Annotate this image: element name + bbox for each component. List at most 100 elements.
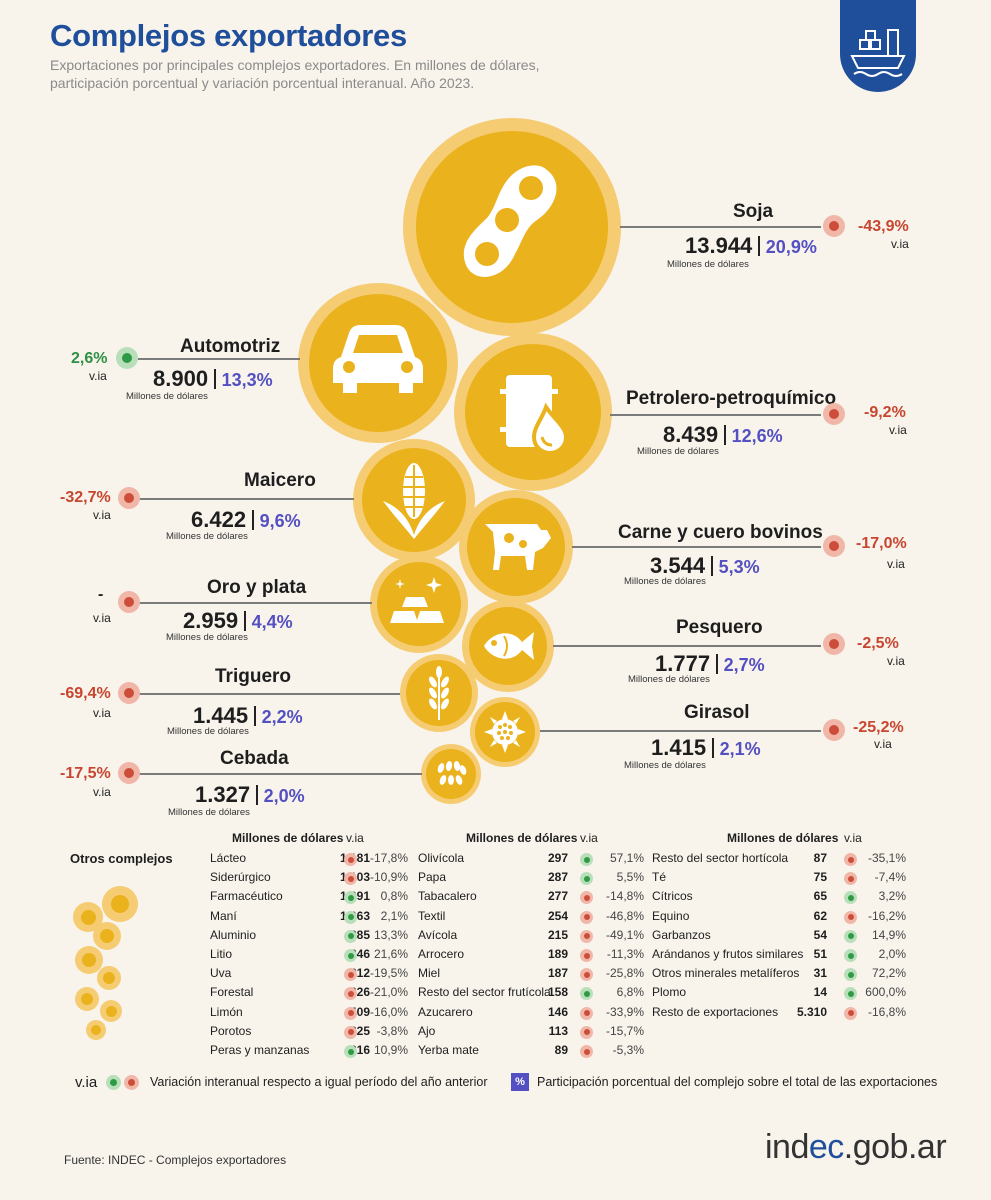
wheat-icon <box>429 666 449 720</box>
table-row: Olivícola 297 57,1% <box>418 851 678 870</box>
complex-value: 8.900 13,3% <box>153 366 273 391</box>
car-circle <box>298 283 458 443</box>
trend-dot <box>580 1045 593 1058</box>
cebada-connector <box>138 773 422 775</box>
row-via: 14,9% <box>871 927 906 942</box>
row-value: 87 <box>813 851 827 865</box>
row-name: Equino <box>652 908 690 923</box>
trend-dot <box>344 968 357 982</box>
complex-name: Oro y plata <box>207 577 307 598</box>
row-name: Miel <box>418 966 441 981</box>
complex-value: 13.944 20,9% <box>685 233 817 258</box>
soja-connector <box>620 226 821 228</box>
row-via: 21,6% <box>373 947 408 961</box>
table-row: Textil 254 -46,8% <box>418 909 678 928</box>
row-value: 215 <box>547 927 568 942</box>
legend-pct-text: Participación porcentual del complejo so… <box>537 1075 938 1089</box>
row-via: 13,3% <box>373 927 408 942</box>
row-via: -16,8% <box>867 1004 906 1019</box>
complex-value: 1.445 2,2% <box>193 703 303 728</box>
via-label: v.ia <box>891 237 909 251</box>
row-value: 297 <box>547 851 568 865</box>
table-row: Avícola 215 -49,1% <box>418 928 678 947</box>
units-label: Millones de dólares <box>126 391 208 402</box>
row-value: 189 <box>547 947 568 961</box>
row-name: Arándanos y frutos similares <box>652 947 804 961</box>
complex-name: Carne y cuero bovinos <box>618 522 823 543</box>
via-label: v.ia <box>889 423 907 437</box>
row-via: -16,0% <box>369 1004 408 1019</box>
row-via: -7,4% <box>874 870 906 885</box>
row-via: -19,5% <box>369 966 408 981</box>
col-header-via: v.ia <box>580 831 598 845</box>
trend-dot <box>844 910 857 924</box>
trend-dot <box>118 682 140 704</box>
trend-dot <box>580 949 593 962</box>
table-row: Cítricos 65 3,2% <box>652 889 912 908</box>
row-name: Limón <box>210 1004 243 1019</box>
page-subtitle: Exportaciones por principales complejos … <box>50 57 540 91</box>
site-logo[interactable]: indec.gob.ar <box>765 1128 947 1166</box>
table-row: Tabacalero 277 -14,8% <box>418 889 678 908</box>
table-row: Aluminio 885 13,3% <box>210 928 470 947</box>
via-label: v.ia <box>93 611 111 625</box>
trend-dot <box>344 910 357 924</box>
row-via: 0,8% <box>380 889 408 904</box>
mini-circle <box>97 966 121 990</box>
legend-via-text: Variación interanual respecto a igual pe… <box>150 1075 488 1089</box>
row-name: Arrocero <box>418 947 465 961</box>
trend-dot <box>116 347 138 369</box>
cow-circle <box>459 490 573 604</box>
table-row: Forestal 626 -21,0% <box>210 985 470 1004</box>
row-via: -10,9% <box>369 870 408 885</box>
mini-circle <box>86 1020 106 1040</box>
table-row: Plomo 14 600,0% <box>652 985 912 1004</box>
row-via: -16,2% <box>867 908 906 923</box>
wheat-circle <box>400 654 478 732</box>
row-via: -35,1% <box>867 851 906 865</box>
row-via: -15,7% <box>605 1023 644 1038</box>
trend-dot <box>118 762 140 784</box>
row-name: Tabacalero <box>418 889 477 904</box>
complex-name: Cebada <box>220 748 289 769</box>
page-title: Complejos exportadores <box>50 18 407 53</box>
row-name: Litio <box>210 947 233 961</box>
fish-icon <box>484 632 534 660</box>
soybean-icon <box>463 165 557 277</box>
row-via: 2,1% <box>380 908 408 923</box>
row-name: Ajo <box>418 1023 436 1038</box>
trend-dot <box>580 929 593 943</box>
table-row: Peras y manzanas 316 10,9% <box>210 1043 470 1062</box>
trend-dot <box>580 872 593 886</box>
mini-circle <box>75 987 99 1011</box>
row-name: Siderúrgico <box>210 870 271 885</box>
row-value: 187 <box>547 966 568 981</box>
complex-value: 1.415 2,1% <box>651 735 761 760</box>
legend-pct-symbol: % <box>511 1073 529 1091</box>
trend-dot <box>844 872 857 886</box>
complex-name: Triguero <box>215 666 292 687</box>
trend-dot <box>580 1006 593 1020</box>
via-value: -43,9% <box>858 218 909 235</box>
table-row: Maní1.0632,1% <box>210 909 470 928</box>
maicero-connector <box>138 498 354 500</box>
trend-dot <box>580 910 593 924</box>
row-name: Uva <box>210 966 232 981</box>
trend-dot <box>344 1045 357 1058</box>
via-value: -25,2% <box>853 719 904 736</box>
col-header-value: Millones de dólares <box>466 831 578 845</box>
col-header-value: Millones de dólares <box>232 831 344 845</box>
complex-value: 1.327 2,0% <box>195 782 305 807</box>
units-label: Millones de dólares <box>166 531 248 542</box>
girasol-connector <box>540 730 821 732</box>
trend-dot <box>844 987 857 1001</box>
legend-negative-dot <box>124 1075 139 1090</box>
via-label: v.ia <box>93 706 111 720</box>
row-via: -21,0% <box>369 985 408 1000</box>
row-value: 5.310 <box>796 1004 827 1019</box>
via-value: -69,4% <box>60 685 111 702</box>
row-via: -3,8% <box>376 1023 408 1038</box>
row-value: 146 <box>547 1004 568 1019</box>
via-value: -17,0% <box>856 535 907 552</box>
row-via: -25,8% <box>605 966 644 981</box>
